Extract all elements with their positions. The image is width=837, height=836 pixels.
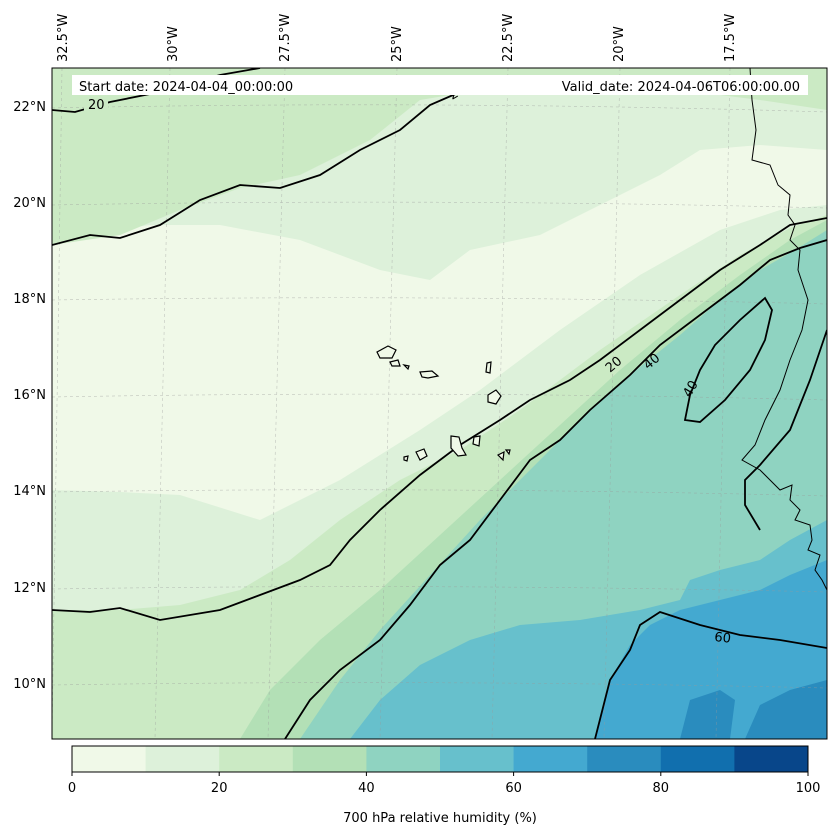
lon-label-17-5w: 17.5°W xyxy=(723,14,738,62)
colorbar xyxy=(72,746,809,772)
lat-label-14n: 14°N xyxy=(13,484,46,499)
colorbar-swatch xyxy=(440,746,515,772)
cape-verde-islands xyxy=(376,345,511,462)
contour-60 xyxy=(594,611,827,739)
island-sao-vicente xyxy=(389,359,401,367)
colorbar-label: 700 hPa relative humidity (%) xyxy=(343,811,537,826)
colorbar-swatch xyxy=(660,746,735,772)
colorbar-tick-label: 20 xyxy=(211,781,228,796)
longitude-labels: 32.5°W 30°W 27.5°W 25°W 22.5°W 20°W 17.5… xyxy=(56,14,738,62)
island-boa-vista xyxy=(487,389,502,405)
contour-label-40-b: 40 xyxy=(680,378,701,400)
island-maio xyxy=(472,435,481,447)
island-santo-antao xyxy=(376,345,397,359)
contour-40-inner xyxy=(683,296,773,423)
lat-label-16n: 16°N xyxy=(13,388,46,403)
fill-band-20-30-north xyxy=(52,68,827,245)
island-santiago xyxy=(450,435,467,457)
start-date-text: Start date: 2024-04-04_00:00:00 xyxy=(79,80,293,95)
island-fogo xyxy=(415,448,428,461)
colorbar-swatch xyxy=(219,746,294,772)
island-sao-nicolau xyxy=(419,370,440,379)
island-ilheu xyxy=(496,449,511,462)
island-sal xyxy=(485,361,492,374)
lat-label-18n: 18°N xyxy=(13,292,46,307)
lat-label-10n: 10°N xyxy=(13,677,46,692)
header-box xyxy=(72,75,808,95)
lon-label-30w: 30°W xyxy=(166,26,181,62)
colorbar-frame xyxy=(71,745,809,773)
contour-20-south xyxy=(52,217,827,621)
island-santa-luzia xyxy=(402,364,410,371)
fill-band-60-70 xyxy=(595,560,827,739)
humidity-map: 20 20 20 40 40 60 xyxy=(52,68,827,739)
colorbar-tick-label: 40 xyxy=(358,781,375,796)
contour-label-60: 60 xyxy=(714,630,732,647)
coastline-africa xyxy=(741,68,827,591)
lon-label-25w: 25°W xyxy=(390,26,405,62)
lon-label-27-5w: 27.5°W xyxy=(278,14,293,62)
contour-label-20-a: 20 xyxy=(88,98,105,113)
colorbar-swatch xyxy=(292,746,367,772)
colorbar-tick-label: 0 xyxy=(68,781,76,796)
lat-label-22n: 22°N xyxy=(13,100,46,115)
colorbar-swatch xyxy=(513,746,588,772)
latitude-labels: 22°N 20°N 18°N 16°N 14°N 12°N 10°N xyxy=(13,100,46,692)
contours xyxy=(52,68,827,739)
colorbar-ticks: 0 20 40 60 80 100 xyxy=(68,772,821,796)
map-frame xyxy=(51,67,828,740)
colorbar-tick-label: 100 xyxy=(796,781,821,796)
colorbar-swatch xyxy=(366,746,441,772)
lat-label-20n: 20°N xyxy=(13,196,46,211)
lat-label-12n: 12°N xyxy=(13,581,46,596)
colorbar-swatch xyxy=(72,746,147,772)
colorbar-swatch xyxy=(145,746,220,772)
colorbar-tick-label: 60 xyxy=(505,781,522,796)
contour-40 xyxy=(284,239,827,739)
contour-20-east xyxy=(744,329,827,531)
lon-label-22-5w: 22.5°W xyxy=(501,14,516,62)
valid-date-text: Valid_date: 2024-04-06T06:00:00.00 xyxy=(562,80,800,95)
colorbar-swatch xyxy=(587,746,662,772)
graticule xyxy=(52,68,827,739)
lon-label-32-5w: 32.5°W xyxy=(56,14,71,62)
island-brava xyxy=(403,455,409,462)
contour-20-north xyxy=(52,68,461,246)
lon-label-20w: 20°W xyxy=(612,26,627,62)
colorbar-tick-label: 80 xyxy=(653,781,670,796)
colorbar-swatch xyxy=(734,746,809,772)
